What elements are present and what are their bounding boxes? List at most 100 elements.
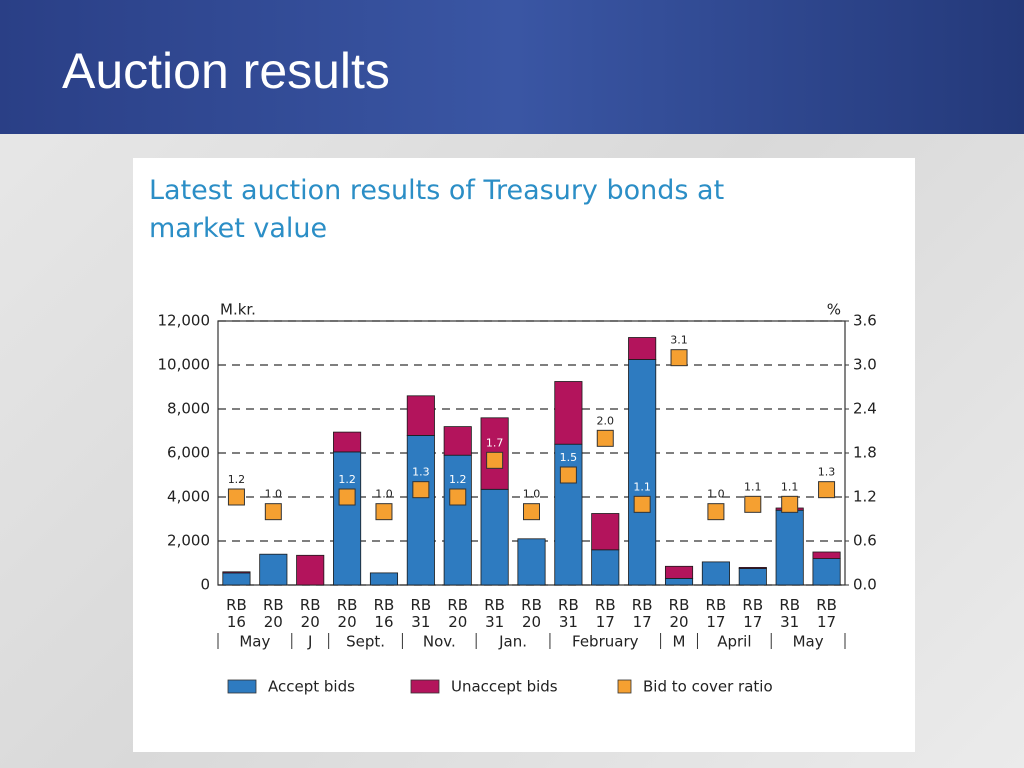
bar: [296, 554, 325, 586]
ratio-label: 1.0: [707, 488, 725, 501]
y-axis-title: M.kr.: [220, 301, 256, 319]
bar: [406, 395, 435, 436]
bar: [775, 509, 804, 586]
x-tick-label: RB 20: [447, 596, 468, 631]
x-tick-label: RB 31: [558, 596, 579, 631]
bar: [628, 359, 657, 586]
y-tick-label: 10,000: [158, 356, 211, 374]
y2-tick-label: 2.4: [853, 400, 877, 418]
x-tick-label: RB 20: [263, 596, 284, 631]
x-tick-label: RB 20: [669, 596, 690, 631]
group-label: M: [673, 633, 686, 651]
bar: [812, 558, 841, 586]
legend-label: Unaccept bids: [451, 678, 558, 696]
group-label: Sept.: [346, 633, 385, 651]
ratio-marker: [559, 466, 577, 484]
bar: [591, 513, 620, 551]
legend-label: Bid to cover ratio: [643, 678, 773, 696]
ratio-marker: [338, 488, 356, 506]
x-tick-label: RB 16: [374, 596, 395, 631]
ratio-marker: [523, 503, 540, 521]
y-tick-label: 2,000: [167, 532, 210, 550]
y2-tick-label: 3.6: [853, 312, 877, 330]
bar: [333, 431, 362, 453]
ratio-label: 3.1: [670, 334, 688, 347]
bar: [333, 451, 362, 586]
ratio-label: 1.2: [228, 473, 246, 486]
ratio-label: 1.1: [633, 480, 651, 493]
x-tick-label: RB 20: [337, 596, 358, 631]
legend-label: Accept bids: [268, 678, 355, 696]
x-tick-label: RB 17: [816, 596, 837, 631]
x-tick-label: RB 17: [706, 596, 727, 631]
ratio-label: 1.3: [412, 466, 430, 479]
y-tick-label: 6,000: [167, 444, 210, 462]
bar: [628, 337, 657, 360]
bar: [738, 566, 767, 569]
slide-title: Auction results: [62, 43, 390, 99]
bar: [443, 426, 472, 456]
x-tick-label: RB 16: [226, 596, 247, 631]
group-label: April: [717, 633, 751, 651]
x-tick-label: RB 31: [484, 596, 505, 631]
ratio-marker: [818, 481, 836, 499]
legend-swatch: [410, 679, 440, 694]
x-tick-label: RB 20: [521, 596, 542, 631]
ratio-marker: [412, 481, 430, 499]
chart-title: Latest auction results of Treasury bonds…: [149, 175, 725, 244]
ratio-marker: [227, 488, 245, 506]
y2-tick-label: 0.6: [853, 532, 877, 550]
bar: [664, 577, 694, 586]
bar: [701, 561, 730, 586]
ratio-label: 1.1: [744, 480, 762, 493]
bar: [369, 572, 399, 586]
bar: [517, 538, 546, 586]
y-tick-label: 8,000: [167, 400, 210, 418]
ratio-marker: [449, 488, 467, 506]
bar: [259, 553, 288, 586]
bar: [222, 571, 251, 574]
bar: [443, 454, 472, 586]
y2-tick-label: 1.8: [853, 444, 877, 462]
x-tick-label: RB 17: [742, 596, 763, 631]
ratio-label: 1.0: [375, 488, 393, 501]
y2-tick-label: 0.0: [853, 576, 877, 594]
group-label: May: [793, 633, 824, 651]
legend-swatch: [617, 679, 632, 694]
ratio-label: 1.5: [560, 451, 578, 464]
bar: [222, 572, 251, 586]
ratio-label: 1.3: [818, 466, 836, 479]
group-label: J: [307, 633, 312, 651]
ratio-label: 1.0: [265, 488, 283, 501]
ratio-marker: [264, 503, 282, 521]
y2-axis-title: %: [827, 301, 841, 319]
ratio-marker: [781, 495, 799, 513]
y-tick-label: 4,000: [167, 488, 210, 506]
bar: [554, 443, 583, 586]
ratio-marker: [670, 349, 688, 367]
bar: [480, 488, 509, 586]
ratio-label: 1.2: [449, 473, 467, 486]
ratio-marker: [375, 503, 393, 521]
ratio-label: 2.0: [597, 414, 615, 427]
ratio-label: 1.1: [781, 480, 799, 493]
bar: [406, 434, 435, 586]
group-label: Nov.: [423, 633, 456, 651]
x-tick-label: RB 20: [300, 596, 321, 631]
ratio-label: 1.7: [486, 436, 504, 449]
x-tick-label: RB 31: [410, 596, 431, 631]
bar: [812, 551, 841, 559]
group-label: February: [572, 633, 639, 651]
bar: [591, 549, 620, 586]
ratio-marker: [633, 495, 651, 513]
ratio-marker: [596, 429, 614, 447]
y2-tick-label: 3.0: [853, 356, 877, 374]
header-band: [0, 0, 1024, 134]
ratio-marker: [744, 495, 762, 513]
chart-panel: Latest auction results of Treasury bonds…: [133, 158, 915, 752]
group-label: Jan.: [498, 633, 527, 651]
legend-swatch: [227, 679, 257, 694]
ratio-label: 1.0: [523, 488, 541, 501]
ratio-marker: [486, 451, 504, 469]
